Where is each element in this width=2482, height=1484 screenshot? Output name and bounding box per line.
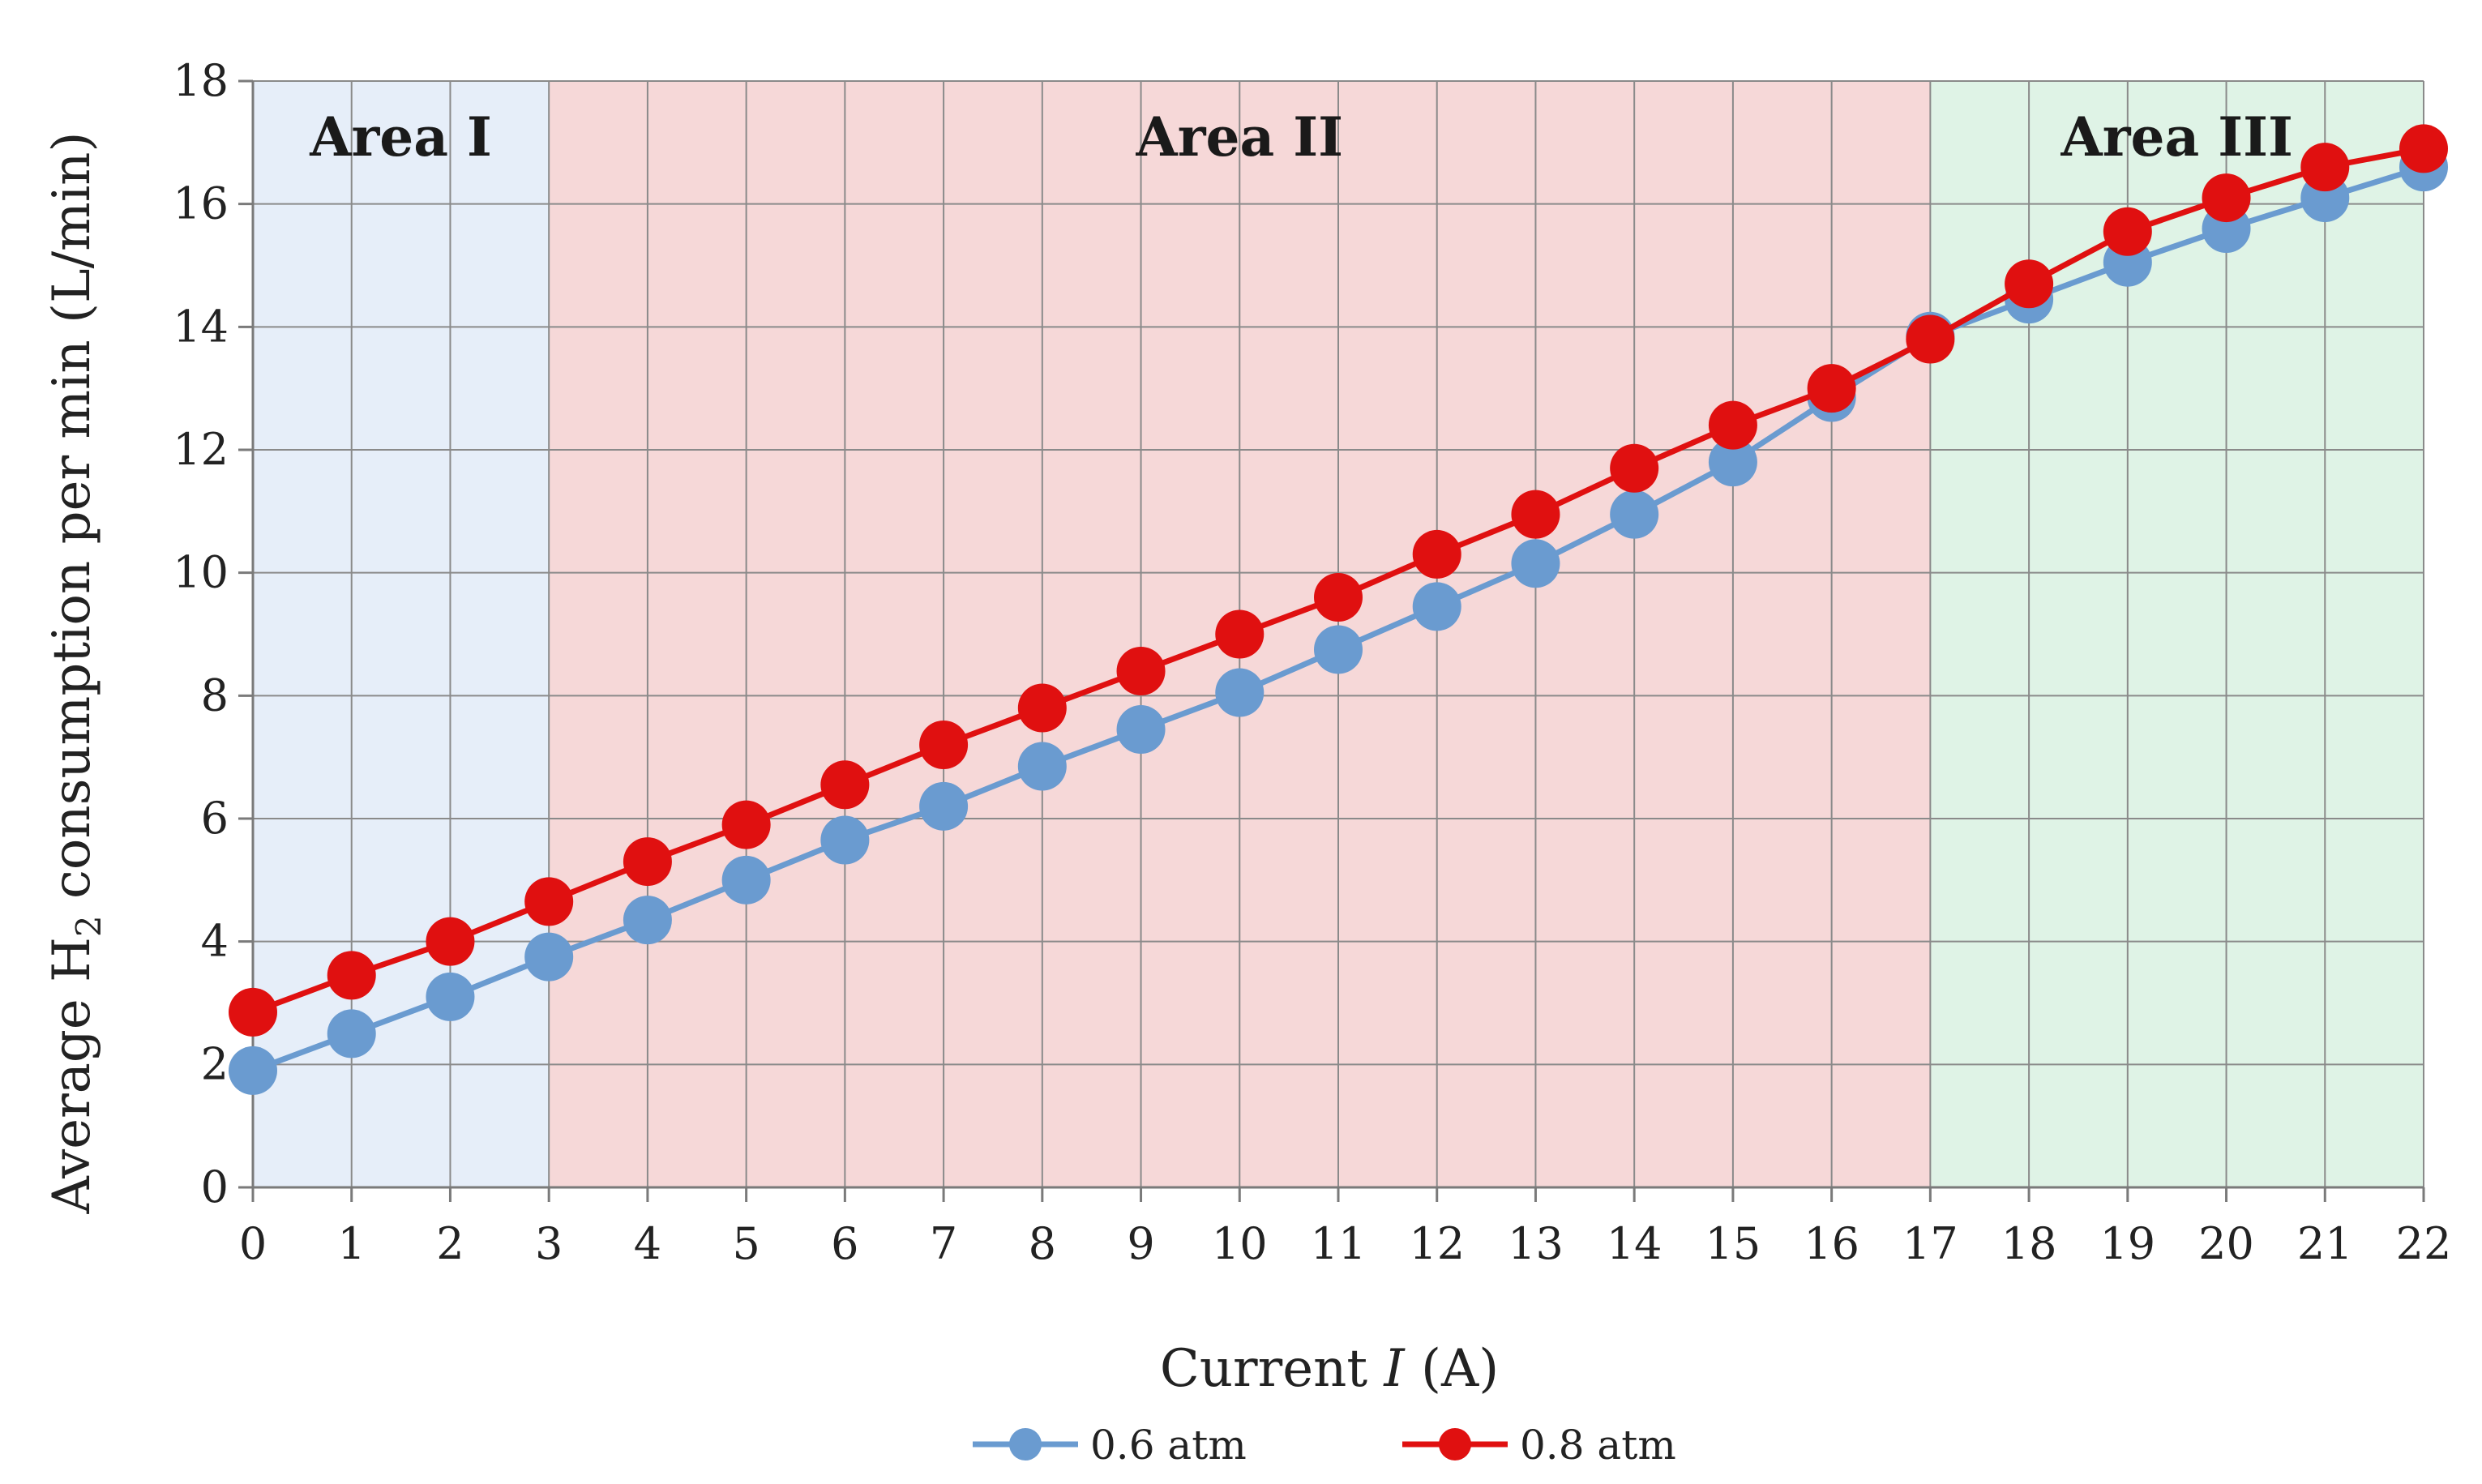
data-point bbox=[1116, 647, 1166, 695]
area-label: Area II bbox=[1136, 105, 1343, 169]
area-label: Area I bbox=[309, 105, 492, 169]
data-point bbox=[820, 815, 870, 865]
data-point bbox=[2300, 143, 2350, 192]
grid bbox=[253, 80, 2424, 1187]
x-tick-label: 9 bbox=[1127, 1218, 1154, 1269]
data-point bbox=[229, 1046, 277, 1095]
data-point bbox=[1708, 400, 1757, 450]
x-tick-label: 13 bbox=[1508, 1218, 1564, 1269]
data-point bbox=[327, 951, 376, 1000]
area-label: Area III bbox=[2060, 105, 2293, 169]
data-point bbox=[1314, 625, 1363, 674]
x-tick-label: 17 bbox=[1902, 1218, 1958, 1269]
y-tick-label: 12 bbox=[173, 424, 229, 475]
data-point bbox=[229, 987, 277, 1037]
data-point bbox=[1017, 742, 1067, 791]
data-point bbox=[1314, 573, 1363, 622]
area-band bbox=[253, 81, 550, 1187]
data-point bbox=[1511, 539, 1560, 588]
data-point bbox=[623, 896, 672, 945]
y-tick-label: 18 bbox=[173, 55, 229, 106]
x-tick-label: 18 bbox=[2001, 1218, 2057, 1269]
x-tick-label: 10 bbox=[1212, 1218, 1268, 1269]
legend-label: 0.8 atm bbox=[1520, 1422, 1676, 1469]
data-point bbox=[721, 800, 771, 849]
data-point bbox=[1215, 668, 1265, 717]
data-point bbox=[2399, 124, 2448, 173]
legend-item-0.6-atm: 0.6 atm bbox=[973, 1422, 1247, 1469]
x-tick-label: 16 bbox=[1804, 1218, 1859, 1269]
y-tick-label: 10 bbox=[173, 547, 229, 598]
data-point bbox=[2103, 207, 2152, 256]
data-point bbox=[524, 877, 574, 926]
x-tick-label: 0 bbox=[239, 1218, 267, 1269]
data-point bbox=[2202, 173, 2251, 223]
data-point bbox=[1708, 438, 1757, 487]
data-point bbox=[1807, 364, 1856, 413]
data-point bbox=[623, 837, 672, 887]
data-point bbox=[1215, 609, 1265, 659]
x-tick-label: 12 bbox=[1409, 1218, 1465, 1269]
data-point bbox=[1412, 529, 1461, 579]
area-band bbox=[1930, 81, 2424, 1187]
legend-item-0.8-atm: 0.8 atm bbox=[1402, 1422, 1676, 1469]
y-axis-title: Average H2 consumption per min (L/min) bbox=[42, 132, 109, 1215]
x-axis-title: Current I (A) bbox=[1160, 1339, 1499, 1399]
y-tick-label: 6 bbox=[201, 793, 229, 844]
data-point bbox=[426, 972, 475, 1021]
data-point bbox=[1610, 490, 1659, 539]
x-tick-label: 7 bbox=[930, 1218, 957, 1269]
y-tick-label: 8 bbox=[201, 669, 229, 721]
labels: Area I Area II Area III bbox=[309, 105, 2293, 169]
series-0.8-atm bbox=[229, 124, 2448, 1037]
data-point bbox=[2005, 259, 2054, 309]
y-tick-label: 0 bbox=[201, 1161, 229, 1212]
data-point bbox=[919, 721, 969, 769]
x-tick-label: 15 bbox=[1705, 1218, 1761, 1269]
x-tick-label: 22 bbox=[2396, 1218, 2452, 1269]
x-tick-label: 21 bbox=[2297, 1218, 2353, 1269]
data-point bbox=[1906, 314, 1955, 364]
x-tick-label: 14 bbox=[1607, 1218, 1663, 1269]
x-tick-label: 3 bbox=[535, 1218, 563, 1269]
data-point bbox=[1610, 443, 1659, 493]
x-tick-label: 6 bbox=[831, 1218, 858, 1269]
x-tick-label: 1 bbox=[338, 1218, 366, 1269]
series bbox=[229, 124, 2448, 1095]
data-point bbox=[1412, 582, 1461, 631]
y-tick-label: 4 bbox=[201, 916, 229, 967]
data-point bbox=[1511, 490, 1560, 539]
data-point bbox=[919, 781, 969, 831]
x-tick-label: 11 bbox=[1311, 1218, 1367, 1269]
legend: 0.6 atm 0.8 atm bbox=[973, 1422, 1676, 1469]
y-tick-label: 14 bbox=[173, 301, 229, 352]
data-point bbox=[820, 760, 870, 810]
data-point bbox=[524, 932, 574, 981]
x-tick-label: 19 bbox=[2099, 1218, 2155, 1269]
data-point bbox=[327, 1009, 376, 1058]
y-tick-label: 16 bbox=[173, 178, 229, 229]
legend-label: 0.6 atm bbox=[1090, 1422, 1247, 1469]
x-tick-label: 20 bbox=[2198, 1218, 2254, 1269]
data-point bbox=[426, 917, 475, 966]
x-tick-label: 8 bbox=[1029, 1218, 1056, 1269]
data-point bbox=[1017, 683, 1067, 733]
x-tick-label: 5 bbox=[732, 1218, 760, 1269]
y-tick-label: 2 bbox=[201, 1038, 229, 1089]
x-tick-label: 2 bbox=[436, 1218, 464, 1269]
x-tick-label: 4 bbox=[634, 1218, 661, 1269]
data-point bbox=[721, 855, 771, 905]
data-point bbox=[1116, 705, 1166, 755]
